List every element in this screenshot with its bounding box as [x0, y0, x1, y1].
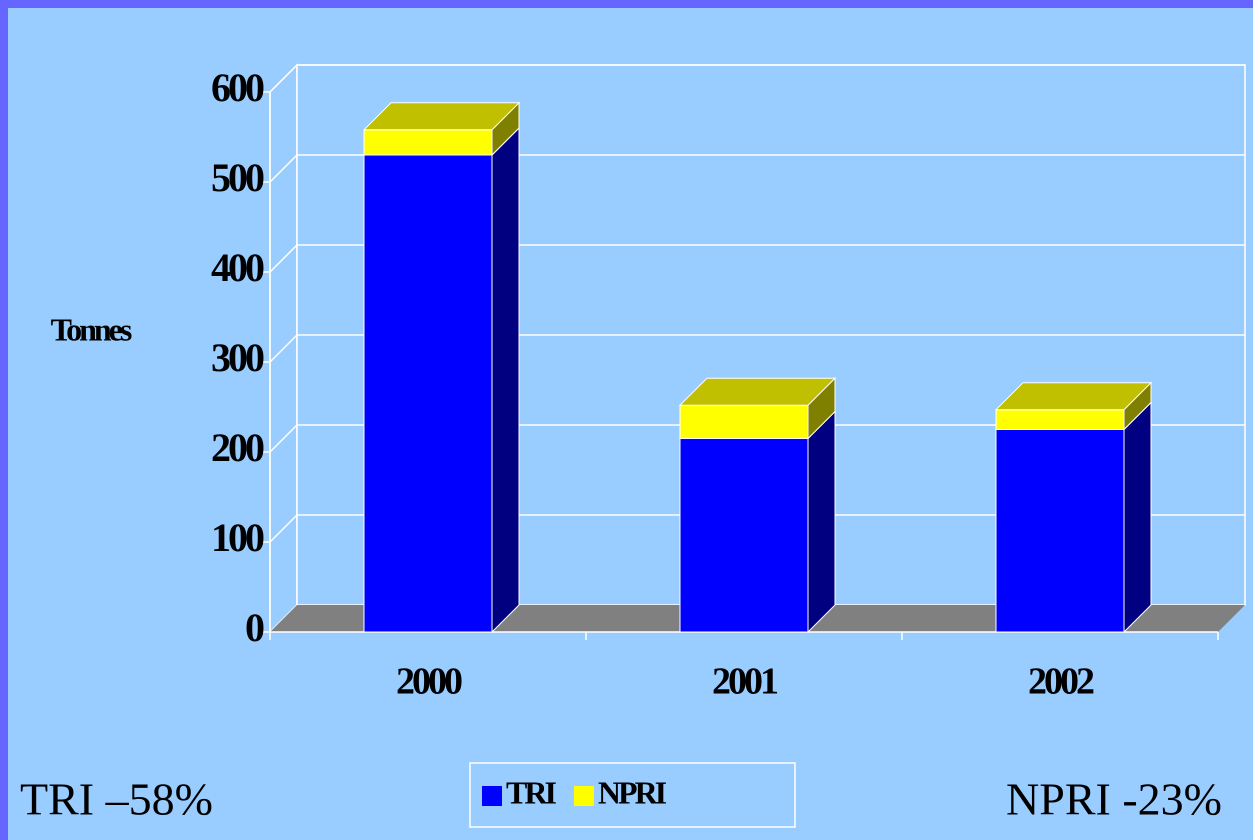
x-tick-label: 2000	[396, 661, 462, 703]
grid-line	[269, 424, 298, 453]
bar-side	[491, 126, 520, 634]
bar-side	[807, 410, 836, 634]
legend-swatch	[573, 786, 594, 806]
y-tick-label: 100	[211, 515, 264, 560]
y-tick-label: 600	[211, 65, 264, 110]
bar-top	[994, 382, 1153, 411]
grid-line	[269, 514, 298, 543]
legend-label: NPRI	[598, 774, 667, 810]
grid-line	[269, 244, 298, 273]
grid-line	[269, 154, 298, 183]
x-tick-label: 2002	[1028, 661, 1094, 703]
x-tick-label: 2001	[712, 661, 778, 703]
bar	[995, 429, 1125, 633]
y-axis-label: Tonnes	[51, 311, 132, 347]
y-tick-label: 200	[211, 425, 264, 470]
bar	[363, 129, 493, 156]
bar-top	[678, 377, 837, 406]
y-tick-label: 500	[211, 155, 264, 200]
bar-side	[1123, 401, 1152, 634]
bar	[995, 409, 1125, 431]
bar	[363, 154, 493, 633]
bar	[679, 404, 809, 440]
annotation: NPRI -23%	[1006, 774, 1222, 825]
y-tick-label: 300	[211, 335, 264, 380]
legend	[469, 762, 796, 828]
y-tick-label: 400	[211, 245, 264, 290]
annotation: TRI –58%	[20, 774, 213, 825]
bar-top	[362, 102, 521, 131]
legend-swatch	[482, 786, 502, 806]
legend-label: TRI	[506, 774, 556, 810]
bar	[679, 438, 809, 633]
y-tick-label: 0	[245, 605, 264, 650]
grid-line	[269, 334, 298, 363]
grid-line	[269, 64, 298, 93]
